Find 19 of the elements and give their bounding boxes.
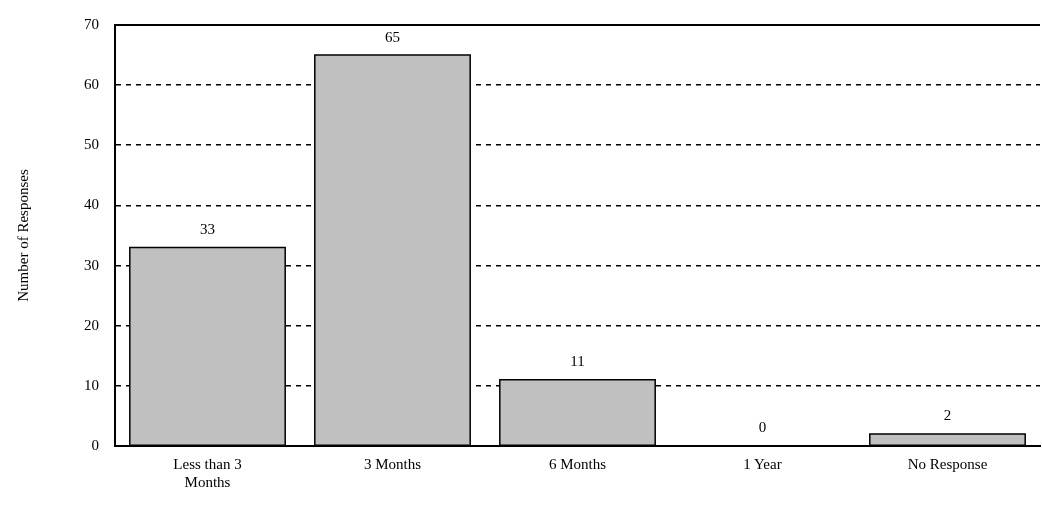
y-tick-label: 50 [84, 136, 99, 153]
y-tick-label: 10 [84, 376, 99, 393]
data-label: 0 [758, 419, 767, 436]
x-tick-label: No Response [907, 455, 988, 472]
x-tick-label: 1 Year [743, 455, 782, 472]
y-tick-label: 70 [84, 15, 99, 32]
y-tick-label: 0 [91, 436, 99, 453]
y-tick-label: 60 [84, 76, 99, 93]
y-tick-label: 20 [84, 316, 99, 333]
y-tick-label: 40 [84, 196, 99, 213]
data-label: 11 [570, 353, 585, 370]
x-tick-label: 6 Months [548, 455, 607, 472]
x-tick-label: Less than 3 Months [173, 455, 242, 490]
y-axis-title: Number of Responses [14, 169, 31, 302]
data-label: 65 [385, 28, 400, 45]
y-tick-label: 30 [84, 256, 99, 273]
x-tick-label: 3 Months [363, 455, 422, 472]
data-label: 33 [200, 220, 215, 237]
data-label: 2 [943, 407, 952, 424]
